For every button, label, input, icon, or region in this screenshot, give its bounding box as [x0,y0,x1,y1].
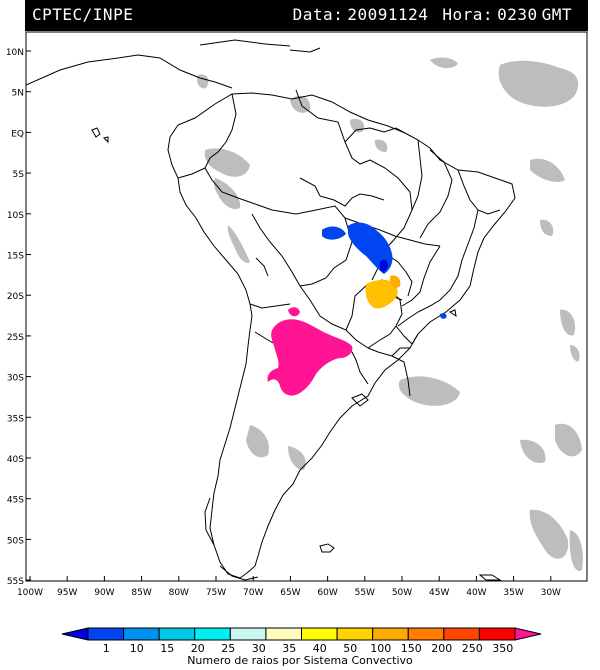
coastlines [26,39,516,581]
colorbar-tick-label: 150 [401,642,422,655]
date-value: 20091124 [347,5,429,24]
colorbar-swatch [194,627,231,641]
lat-label: 10N [6,48,24,58]
colorbar-tick-label: 20 [191,642,205,655]
time-value: 0230 [497,5,538,24]
colorbar-swatch [87,627,125,641]
lon-label: 95W [57,588,77,598]
colorbar-swatch [372,627,409,641]
lon-label: 50W [392,588,412,598]
colorbar-tick-label: 10 [130,642,144,655]
convective-systems [267,222,447,396]
lat-label: 50S [7,536,24,546]
colorbar-tick-label: 30 [252,642,266,655]
longitude-axis: 100W 95W 90W 85W 80W 75W 70W 65W 60W 55W 50W 45W 40W… [17,576,561,598]
colorbar-swatch [301,627,338,641]
lon-label: 75W [206,588,226,598]
lon-label: 85W [131,588,151,598]
lat-label: 20S [7,292,24,302]
colorbar-tick-label: 25 [221,642,235,655]
system-blue-1 [322,226,346,240]
lat-label: 10S [7,211,24,221]
colorbar-upper-triangle [514,627,542,641]
colorbar-tick-label: 15 [160,642,174,655]
lon-label: 65W [280,588,300,598]
colorbar-swatch [336,627,374,641]
map-header: CPTEC/INPE Data: 20091124 Hora: 0230 GMT [25,0,588,31]
lon-label: 45W [429,588,449,598]
system-blue-small [440,313,447,319]
colorbar-tick-label: 50 [343,642,357,655]
colorbar-tick-label: 35 [282,642,296,655]
date-label: Data: [292,5,344,24]
lon-label: 80W [169,588,189,598]
lat-label: 5N [12,89,24,99]
lat-label: 15S [7,252,24,262]
colorbar-tick-label: 200 [431,642,452,655]
system-blue-3 [380,259,388,272]
colorbar-lower-triangle [61,627,89,641]
system-magenta-north [288,307,300,317]
lon-label: 70W [243,588,263,598]
colorbar-swatch [443,627,480,641]
colorbar-tick-label: 350 [492,642,513,655]
colorbar-tick-label: 1 [103,642,110,655]
colorbar-caption: Numero de raios por Sistema Convectivo [187,654,413,667]
lon-label: 100W [17,588,43,598]
lon-label: 55W [355,588,375,598]
colorbar-swatch [123,627,160,641]
colorbar-tick-label: 250 [462,642,483,655]
timestamp: Data: 20091124 Hora: 0230 GMT [289,5,572,24]
lat-label: 35S [7,414,24,424]
colorbar-swatch [265,627,302,641]
colorbar-tick-label: 40 [313,642,327,655]
colorbar-swatch [229,627,267,641]
lat-label: 55S [7,577,24,587]
colorbar: 1 10 15 20 25 30 35 40 50 100 150 200 250 350 [61,627,542,655]
system-yellow [365,279,398,309]
colorbar-swatch [158,627,196,641]
lat-label: 40S [7,455,24,465]
colorbar-swatch [478,627,516,641]
system-orange [390,275,401,288]
lat-label: 45S [7,496,24,506]
cloud-cover [197,57,583,571]
lon-label: 40W [466,588,486,598]
map-frame [25,31,588,582]
colorbar-swatch [407,627,445,641]
lat-label: 30S [7,374,24,384]
agency-label: CPTEC/INPE [32,5,134,24]
time-label: Hora: [442,5,494,24]
latitude-axis: 10N 5N EQ 5S 10S 15S 20S 25S 30S 35S 40S 45S 50S 55S [6,48,31,587]
lon-label: 90W [94,588,114,598]
lat-label: EQ [11,129,24,139]
lon-label: 30W [541,588,561,598]
map-area [26,39,583,581]
time-zone: GMT [541,5,572,24]
colorbar-tick-label: 100 [370,642,391,655]
system-magenta [267,319,353,396]
lon-label: 35W [503,588,523,598]
lat-label: 25S [7,333,24,343]
lat-label: 5S [13,170,25,180]
lon-label: 60W [317,588,337,598]
